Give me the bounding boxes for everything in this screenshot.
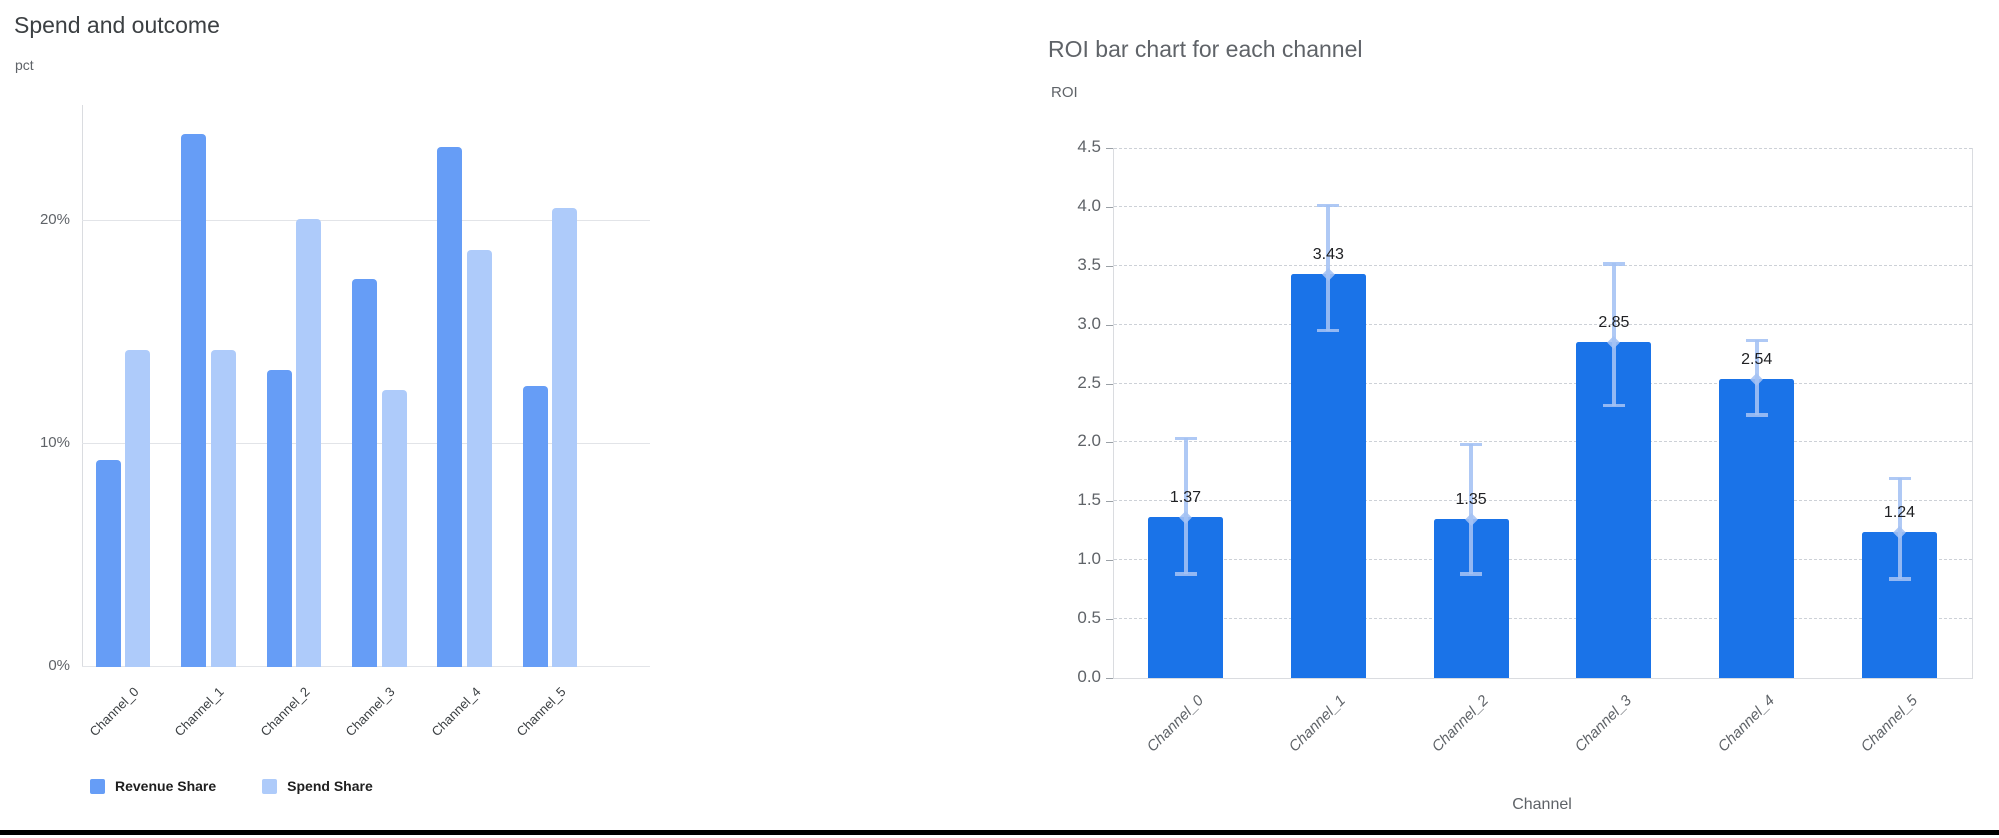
error-cap-bottom-channel_1 (1317, 328, 1340, 333)
right-chart-y-label: ROI (1051, 84, 1078, 101)
right-y-tick-label: 2.5 (1077, 372, 1101, 392)
bar-revenue-share-channel_1[interactable] (181, 134, 207, 667)
left-plot-area (82, 105, 650, 667)
right-y-tick-label: 2.0 (1077, 431, 1101, 451)
error-bar-channel_3 (1611, 263, 1616, 406)
right-gridline-0.5 (1114, 618, 1972, 620)
bar-revenue-share-channel_2[interactable] (266, 370, 292, 667)
error-cap-top-channel_0 (1174, 436, 1197, 441)
right-y-tick-label: 0.5 (1077, 608, 1101, 628)
left-y-tick-label: 20% (39, 211, 70, 228)
right-y-tick-label: 4.0 (1077, 195, 1101, 215)
right-x-tick-label-channel_1: Channel_1 (1285, 692, 1350, 756)
right-y-tick-mark (1106, 442, 1113, 444)
legend-item-revenue-share[interactable]: Revenue Share (90, 778, 216, 794)
right-y-tick-label: 1.5 (1077, 490, 1101, 510)
right-y-tick-mark (1106, 265, 1113, 267)
legend-label: Spend Share (287, 778, 373, 794)
right-y-tick-mark (1106, 383, 1113, 385)
right-gridline-2.5 (1114, 382, 1972, 384)
bar-revenue-share-channel_3[interactable] (351, 279, 377, 667)
right-gridline-3.0 (1114, 323, 1972, 325)
error-cap-bottom-channel_5 (1888, 577, 1911, 581)
error-cap-bottom-channel_4 (1745, 413, 1768, 417)
right-gridline-1.5 (1114, 500, 1972, 502)
left-chart-title: Spend and outcome (14, 12, 220, 38)
bar-roi-channel_1[interactable] (1290, 274, 1366, 678)
legend-item-spend-share[interactable]: Spend Share (262, 778, 373, 794)
right-y-tick-mark (1106, 619, 1113, 621)
right-y-tick-label: 3.5 (1077, 254, 1101, 274)
right-gridline-2.0 (1114, 441, 1972, 443)
left-chart-legend: Revenue Share Spend Share (90, 778, 373, 794)
bar-spend-share-channel_1[interactable] (210, 350, 236, 667)
right-y-tick-label: 0.0 (1077, 667, 1101, 686)
bar-spend-share-channel_0[interactable] (125, 350, 151, 667)
error-bar-channel_0 (1183, 437, 1188, 575)
bar-value-label-channel_2: 1.35 (1455, 491, 1487, 508)
bar-spend-share-channel_5[interactable] (552, 208, 578, 667)
left-x-tick-label-channel_5: Channel_5 (513, 684, 569, 740)
error-cap-bottom-channel_3 (1602, 403, 1625, 408)
bar-spend-share-channel_4[interactable] (466, 250, 492, 667)
right-y-tick-label: 1.0 (1077, 549, 1101, 569)
right-x-tick-label-channel_0: Channel_0 (1143, 692, 1207, 756)
right-x-tick-label-channel_5: Channel_5 (1857, 692, 1921, 756)
legend-swatch-revenue-share (90, 778, 105, 794)
legend-swatch-spend-share (262, 778, 278, 794)
left-x-tick-label-channel_1: Channel_1 (171, 684, 227, 740)
left-gridline-20% (82, 220, 650, 221)
right-gridline-3.5 (1114, 264, 1972, 266)
error-cap-bottom-channel_2 (1460, 572, 1483, 576)
bar-value-label-channel_3: 2.85 (1598, 314, 1630, 331)
error-bar-channel_2 (1469, 443, 1474, 575)
error-cap-top-channel_4 (1745, 338, 1768, 343)
bar-value-label-channel_5: 1.24 (1883, 504, 1916, 521)
error-bar-channel_1 (1326, 204, 1331, 331)
error-cap-bottom-channel_0 (1174, 572, 1197, 576)
left-x-tick-label-channel_4: Channel_4 (428, 684, 484, 740)
error-cap-top-channel_2 (1460, 442, 1483, 447)
right-y-tick-mark (1106, 206, 1113, 208)
right-gridline-4.5 (1114, 148, 1972, 149)
bar-value-label-channel_1: 3.43 (1312, 246, 1344, 263)
right-x-tick-label-channel_3: Channel_3 (1571, 692, 1635, 756)
left-y-tick-label: 0% (48, 657, 70, 674)
right-y-tick-label: 3.0 (1077, 313, 1101, 333)
right-x-tick-label-channel_2: Channel_2 (1428, 692, 1493, 756)
right-x-axis-title: Channel (1512, 796, 1572, 813)
bar-roi-channel_4[interactable] (1719, 379, 1795, 678)
left-y-axis-line (82, 105, 83, 667)
right-y-tick-label: 4.5 (1077, 137, 1101, 156)
left-x-tick-label-channel_2: Channel_2 (257, 684, 313, 740)
right-y-tick-mark (1106, 324, 1113, 326)
right-y-tick-mark (1106, 148, 1113, 149)
error-cap-top-channel_5 (1888, 476, 1911, 481)
left-x-tick-label-channel_3: Channel_3 (342, 684, 398, 740)
bar-value-label-channel_0: 1.37 (1169, 489, 1202, 506)
right-gridline-4.0 (1114, 205, 1972, 207)
error-cap-top-channel_1 (1317, 203, 1340, 208)
legend-label: Revenue Share (115, 778, 217, 794)
left-x-tick-label-channel_0: Channel_0 (86, 684, 142, 740)
left-chart-y-unit: pct (15, 57, 34, 73)
error-cap-top-channel_3 (1602, 262, 1625, 266)
right-y-tick-mark (1106, 501, 1113, 503)
right-plot-area: 1.37 3.43 1.35 2.85 2.54 1.24 (1113, 148, 1973, 679)
bar-revenue-share-channel_0[interactable] (95, 460, 121, 667)
bar-revenue-share-channel_4[interactable] (437, 147, 463, 667)
right-x-tick-label-channel_4: Channel_4 (1714, 692, 1778, 756)
right-chart-title: ROI bar chart for each channel (1048, 36, 1363, 62)
bottom-window-rule (0, 830, 1999, 835)
bar-value-label-channel_4: 2.54 (1741, 351, 1773, 368)
right-gridline-1.0 (1114, 559, 1972, 561)
right-y-tick-mark (1106, 678, 1113, 679)
bar-revenue-share-channel_5[interactable] (522, 386, 548, 667)
bar-spend-share-channel_2[interactable] (296, 219, 322, 667)
left-y-tick-label: 10% (39, 434, 70, 451)
right-y-tick-mark (1106, 560, 1113, 562)
bar-spend-share-channel_3[interactable] (381, 390, 407, 667)
